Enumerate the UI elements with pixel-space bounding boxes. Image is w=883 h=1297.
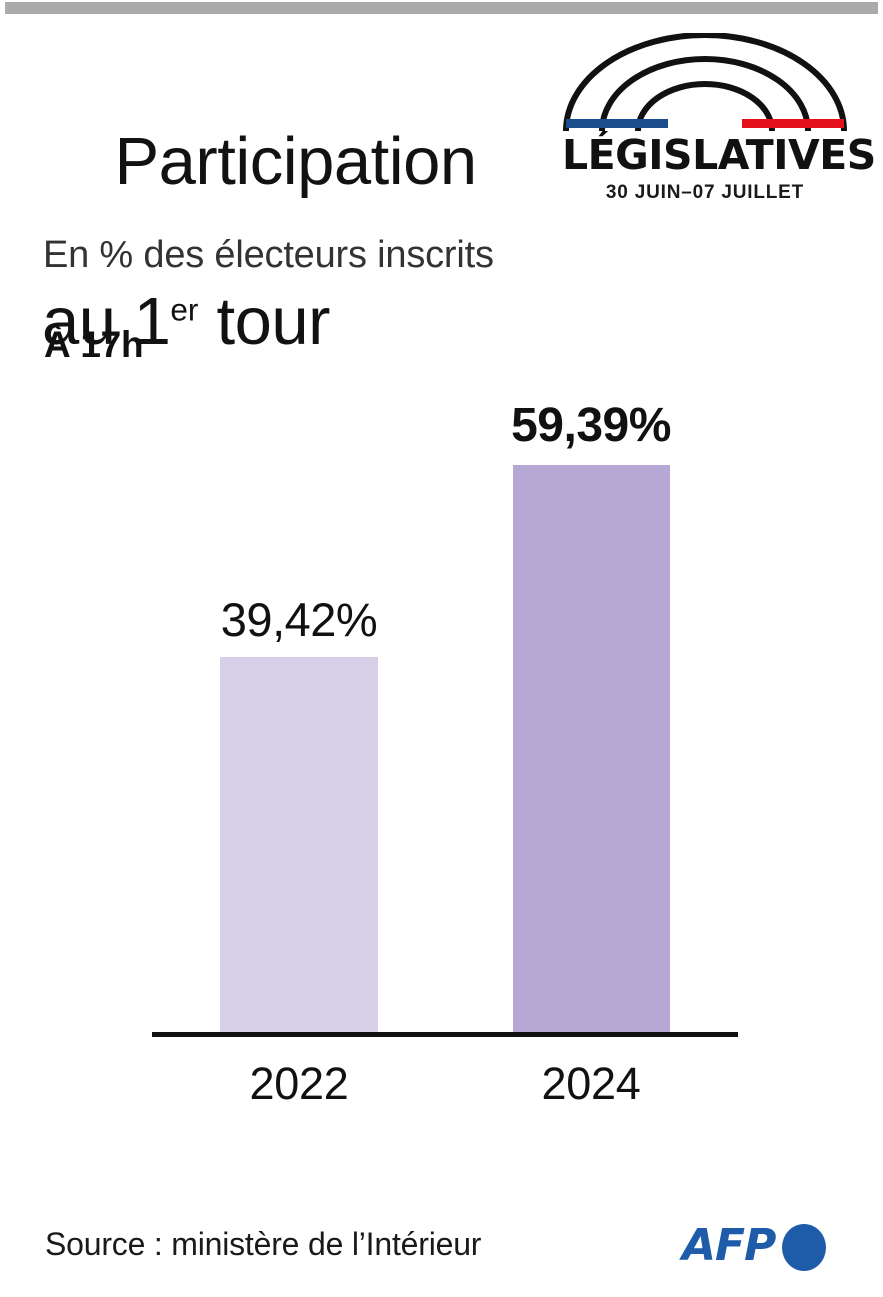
tricolor-bar-blue <box>566 119 668 128</box>
bar-value-label-2022: 39,42% <box>220 593 378 646</box>
legislatives-logo: LÉGISLATIVES 30 JUIN–07 JUILLET <box>562 33 876 215</box>
footer: Source : ministère de l’Intérieur AFP <box>0 1200 883 1297</box>
legislatives-dates: 30 JUIN–07 JUILLET <box>605 182 805 203</box>
bar-2024 <box>513 464 670 1036</box>
source-note: Source : ministère de l’Intérieur <box>45 1226 482 1262</box>
bar-2022 <box>220 656 378 1036</box>
chart-heading: À 17h <box>44 324 144 365</box>
x-tick-label-2024: 2024 <box>541 1058 641 1109</box>
x-axis-line <box>152 1032 738 1037</box>
page-title-line2-pre: au 1 <box>42 284 171 359</box>
afp-dot-icon <box>782 1224 826 1271</box>
page-title-ordinal-suffix: er <box>170 291 199 328</box>
afp-wordmark: AFP <box>682 1220 776 1271</box>
legislatives-wordmark: LÉGISLATIVES <box>562 131 876 179</box>
header: Participation au 1er tour En % des élect… <box>0 0 883 359</box>
bar-chart: À 17h 39,42% 59,39% 2022 2024 <box>44 324 738 1109</box>
page-subtitle: En % des électeurs inscrits <box>43 234 494 276</box>
tricolor-bar-red <box>742 119 844 128</box>
bar-value-label-2024: 59,39% <box>511 399 671 452</box>
page-title-line2: au 1er tour <box>42 282 562 362</box>
page-title-line2-post: tour <box>198 284 331 359</box>
x-tick-label-2022: 2022 <box>249 1058 349 1109</box>
legislative-arcs-icon <box>563 33 847 132</box>
page-title: Participation au 1er tour <box>42 42 562 522</box>
afp-logo: AFP <box>682 1222 834 1272</box>
page-title-line1: Participation <box>114 124 477 199</box>
top-rule <box>5 2 878 14</box>
tricolor-bars <box>562 119 848 131</box>
